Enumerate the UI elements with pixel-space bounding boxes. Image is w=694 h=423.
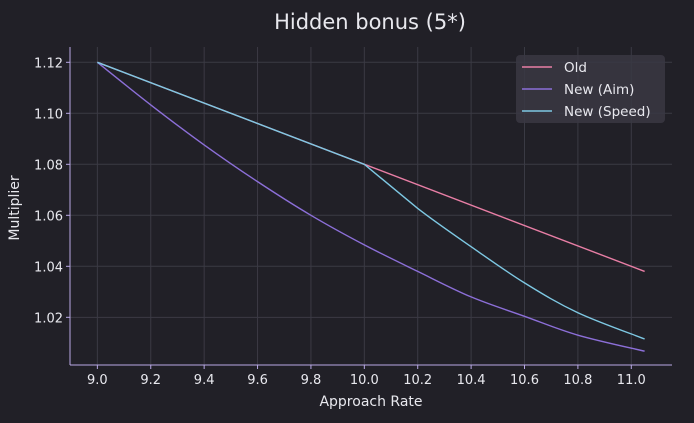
y-tick-label: 1.12 <box>34 56 63 71</box>
y-tick-label: 1.02 <box>34 311 63 326</box>
x-tick-label: 9.4 <box>194 373 215 388</box>
legend: Old New (Aim) New (Speed) <box>516 55 665 123</box>
y-tick-label: 1.06 <box>34 209 63 224</box>
x-tick-label: 10.6 <box>510 373 539 388</box>
chart-title: Hidden bonus (5*) <box>274 10 466 34</box>
x-tick-label: 10.2 <box>403 373 432 388</box>
y-tick-label: 1.10 <box>34 107 63 122</box>
x-tick-label: 9.2 <box>140 373 161 388</box>
x-tick-label: 9.0 <box>87 373 108 388</box>
x-tick-label: 11.0 <box>617 373 646 388</box>
legend-label: New (Speed) <box>564 104 651 120</box>
legend-box <box>516 55 665 123</box>
x-tick-label: 10.4 <box>457 373 486 388</box>
y-tick-label: 1.08 <box>34 158 63 173</box>
x-axis-label: Approach Rate <box>319 394 422 410</box>
series-line-new-speed <box>97 61 645 340</box>
series-lines <box>96 61 645 352</box>
legend-label: Old <box>564 60 587 76</box>
x-tick-label: 9.6 <box>247 373 268 388</box>
y-tick-label: 1.04 <box>34 260 63 275</box>
series-line-new-aim <box>96 61 645 352</box>
ticks: 9.0 9.2 9.4 9.6 9.8 10.0 10.2 10.4 10.6 10.8 11.0 1… <box>34 56 646 388</box>
x-tick-label: 9.8 <box>301 373 322 388</box>
x-tick-label: 10.8 <box>563 373 592 388</box>
x-tick-label: 10.0 <box>350 373 379 388</box>
y-axis-label: Multiplier <box>7 175 23 241</box>
legend-label: New (Aim) <box>564 82 634 98</box>
